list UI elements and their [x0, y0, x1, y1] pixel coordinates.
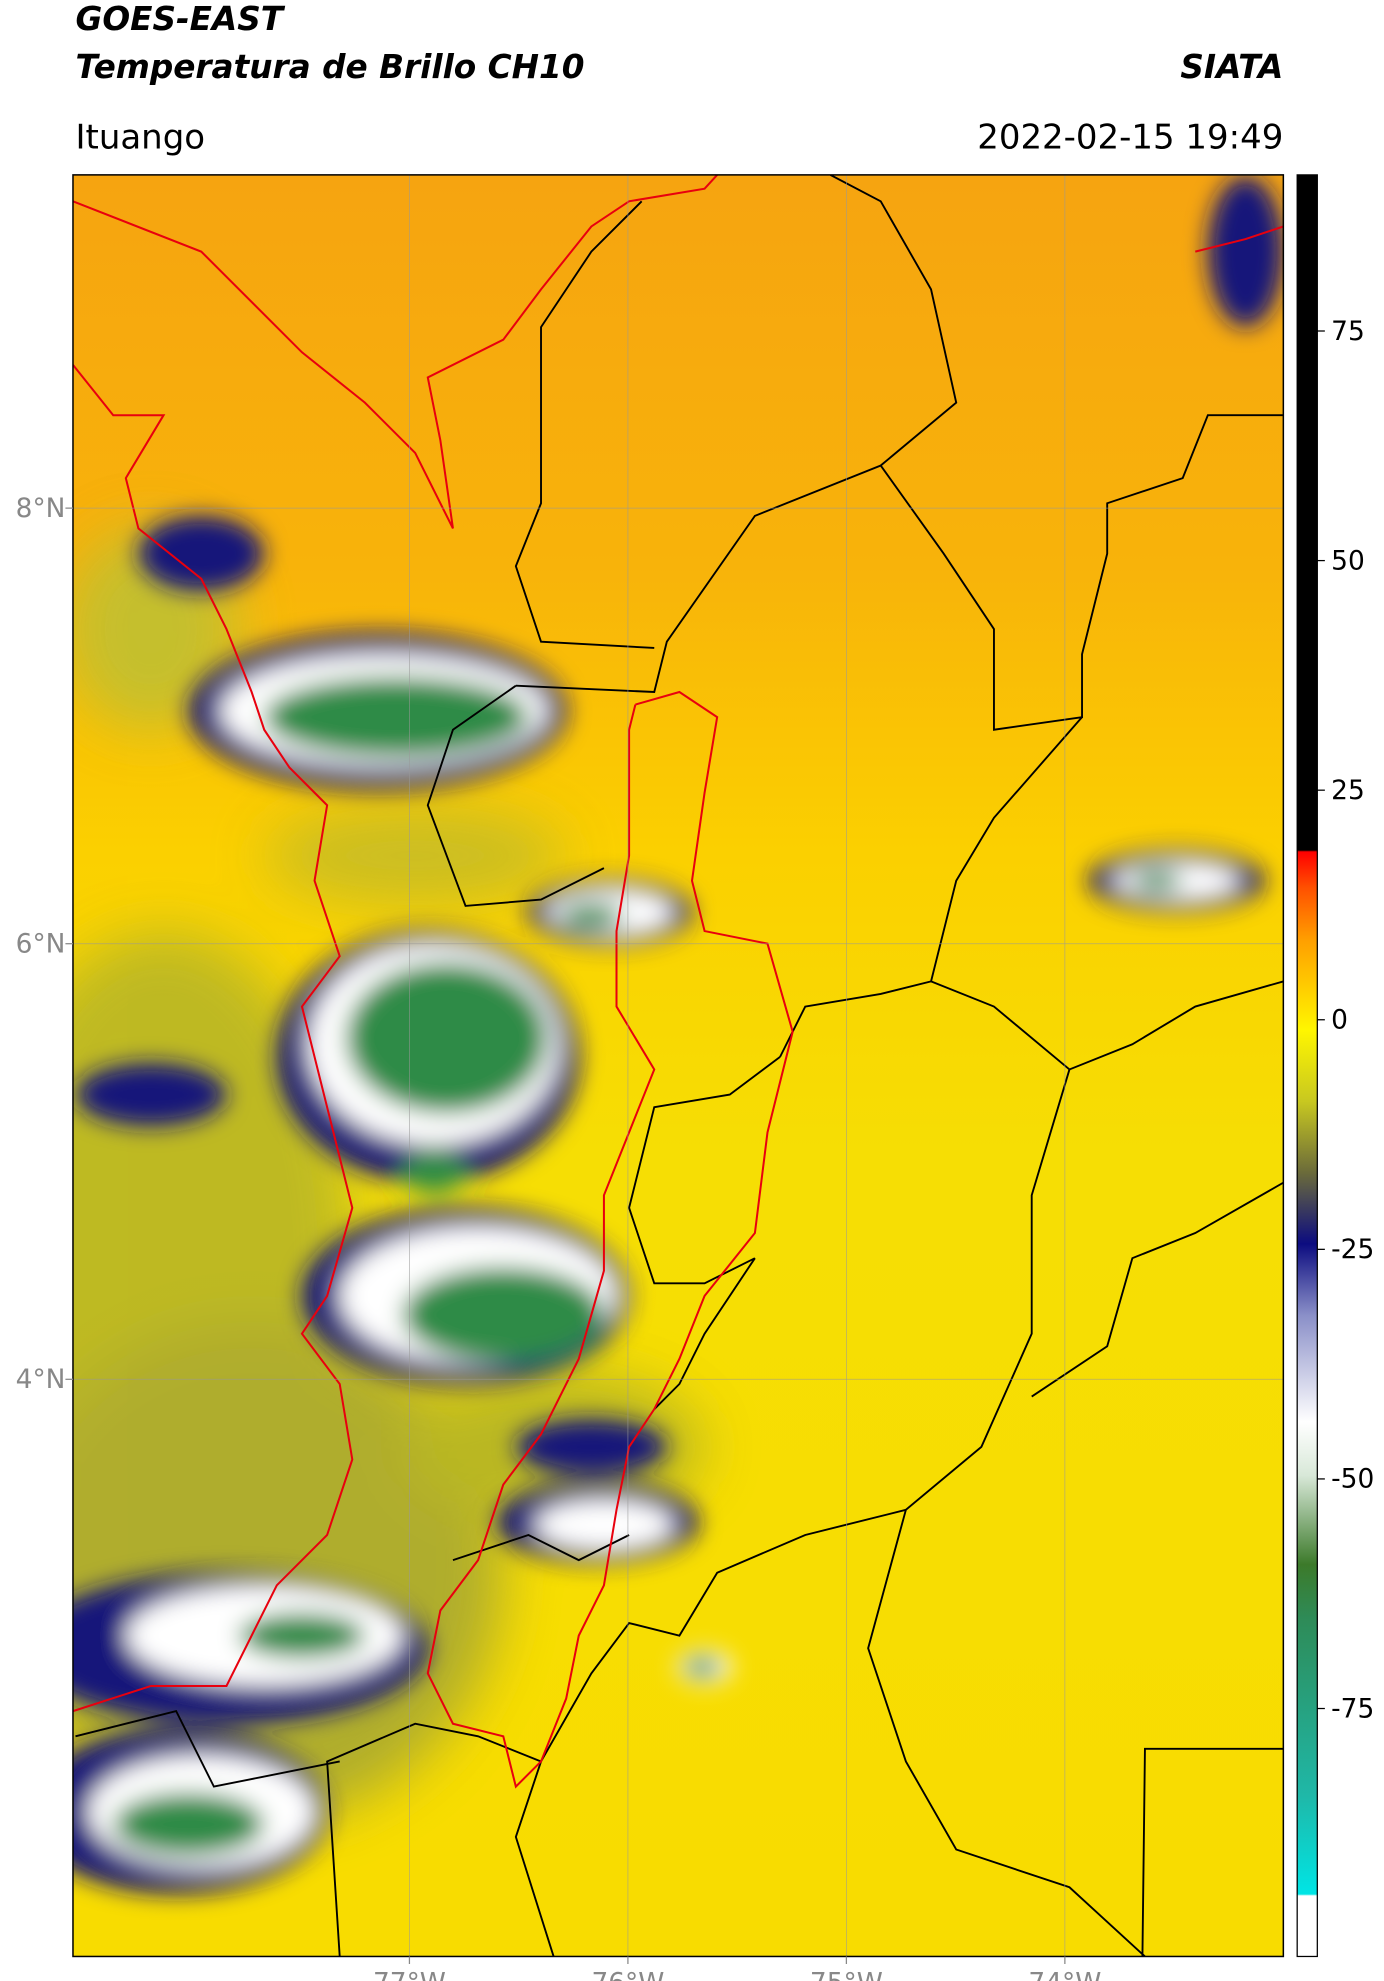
colorbar-tick-label: -25 [1331, 1234, 1374, 1265]
colorbar-tick-label: 25 [1331, 775, 1365, 806]
lat-tick-label: 8°N [16, 493, 66, 524]
lon-tick-label: 74°W [1028, 1968, 1101, 1981]
colorbar [1296, 174, 1318, 1958]
agency: SIATA [1180, 48, 1283, 86]
region: Ituango [75, 117, 205, 157]
datetime: 2022-02-15 19:49 [977, 117, 1283, 157]
lat-tick-label: 4°N [16, 1364, 66, 1395]
colorbar-tick-label: 50 [1331, 545, 1365, 576]
lon-tick-label: 77°W [373, 1968, 446, 1981]
lat-tick-label: 6°N [16, 929, 66, 960]
colorbar-tick-label: -75 [1331, 1693, 1374, 1724]
lon-tick-label: 75°W [810, 1968, 883, 1981]
map-frame [72, 174, 1285, 1958]
colorbar-tick-label: 75 [1331, 316, 1365, 347]
product-title: Temperatura de Brillo CH10 [75, 48, 584, 86]
lon-tick-label: 76°W [591, 1968, 664, 1981]
colorbar-tick-label: 0 [1331, 1005, 1348, 1036]
graticule [72, 174, 1284, 1957]
satellite-title: GOES-EAST [75, 0, 285, 38]
colorbar-tick-label: -50 [1331, 1464, 1374, 1495]
map-image [72, 174, 1284, 1957]
